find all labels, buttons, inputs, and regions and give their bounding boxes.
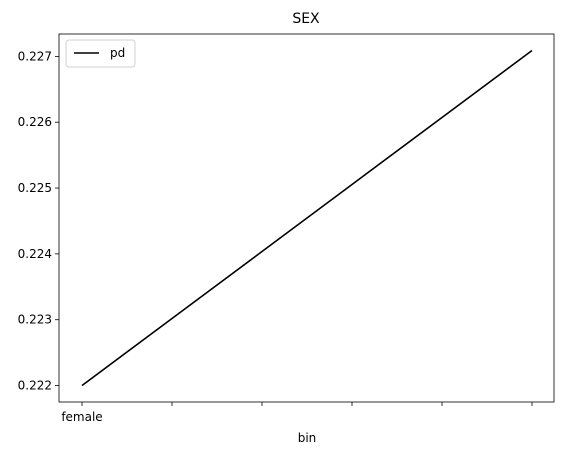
x-tick-label: female <box>61 410 102 424</box>
chart-title: SEX <box>292 11 320 27</box>
y-tick-label: 0.224 <box>18 247 52 261</box>
y-axis: 0.222 0.223 0.224 0.225 0.226 0.227 <box>18 49 59 393</box>
legend: pd <box>65 39 136 68</box>
legend-label-pd: pd <box>110 46 125 60</box>
series-layer <box>81 49 533 387</box>
y-tick-label: 0.222 <box>18 379 52 393</box>
legend-box <box>65 39 136 68</box>
series-line-pd <box>81 49 533 387</box>
y-tick-label: 0.225 <box>18 181 52 195</box>
y-tick-label: 0.223 <box>18 313 52 327</box>
x-axis-title: bin <box>298 431 317 445</box>
y-tick-label: 0.226 <box>18 115 52 129</box>
x-axis: female <box>61 402 533 424</box>
y-tick-label: 0.227 <box>18 49 52 63</box>
